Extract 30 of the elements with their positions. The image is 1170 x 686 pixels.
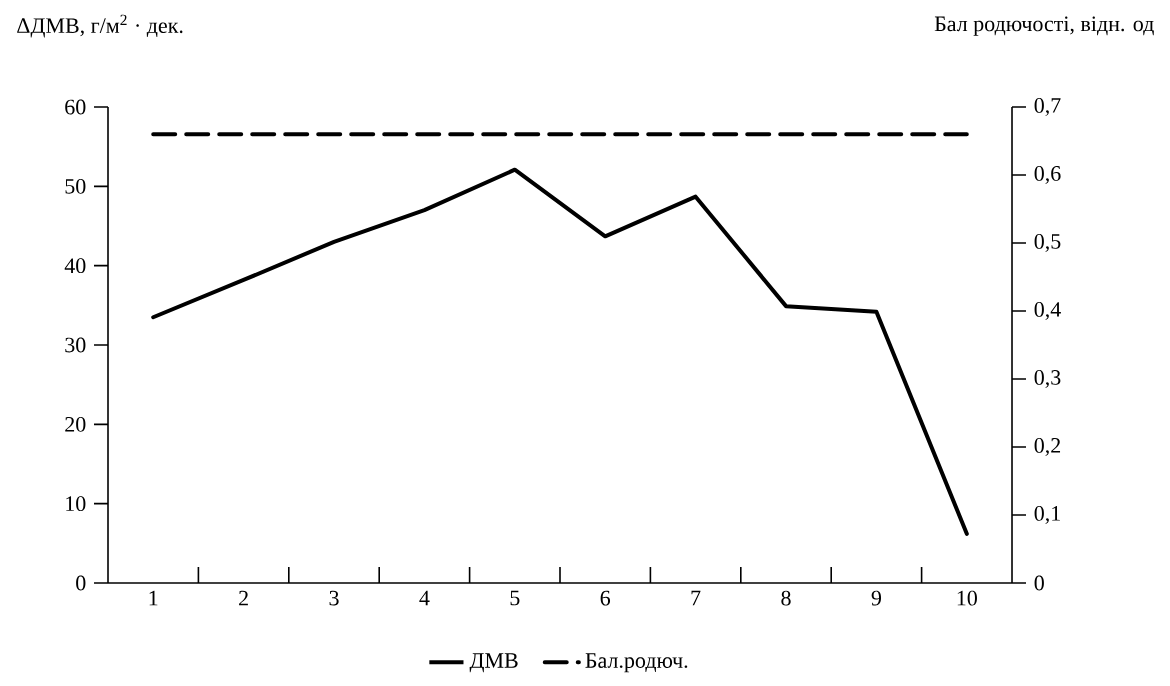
x-tick-label: 2 xyxy=(239,590,248,606)
x-tick-label: 3 xyxy=(329,590,339,606)
line-series xyxy=(151,167,969,536)
legend-label: ДМВ xyxy=(469,653,518,673)
y2-tick-label: 0,2 xyxy=(1034,438,1061,457)
y2-tick-label: 0,3 xyxy=(1034,370,1061,389)
y-tick-label: 20 xyxy=(65,416,86,432)
y-tick-label: 40 xyxy=(64,258,86,274)
x-tick-label: 9 xyxy=(871,590,882,606)
y2-tick-label: 0,7 xyxy=(1034,98,1061,117)
y2-tick-label: 0,1 xyxy=(1034,506,1060,525)
y-tick-label: 60 xyxy=(65,99,86,115)
y2-tick-label: 0,4 xyxy=(1034,302,1061,321)
x-tick-label: 6 xyxy=(600,590,611,606)
x-tick-label: 8 xyxy=(781,590,791,606)
y-tick-label: 10 xyxy=(66,496,86,512)
y2-tick-label: 0,6 xyxy=(1034,166,1061,185)
x-tick-label: 4 xyxy=(419,590,430,606)
y-tick-label: 30 xyxy=(65,337,86,353)
y-tick-label: 50 xyxy=(65,178,86,194)
y2-tick-label: 0 xyxy=(1034,575,1044,591)
x-tick-label: 5 xyxy=(510,590,520,606)
y-axis-title: ΔДМВ, г/м$^{2}$ · дек. xyxy=(17,14,183,38)
y2-tick-label: 0,5 xyxy=(1034,234,1061,253)
y2-axis-title: Бал родючості, відн. од xyxy=(934,16,1154,36)
x-tick-label: 7 xyxy=(691,590,701,606)
legend-label: Бал.родюч. xyxy=(585,653,688,673)
x-tick-label: 1 xyxy=(149,590,158,606)
x-tick-label: 10 xyxy=(957,590,977,606)
y-tick-label: 0 xyxy=(76,575,86,591)
